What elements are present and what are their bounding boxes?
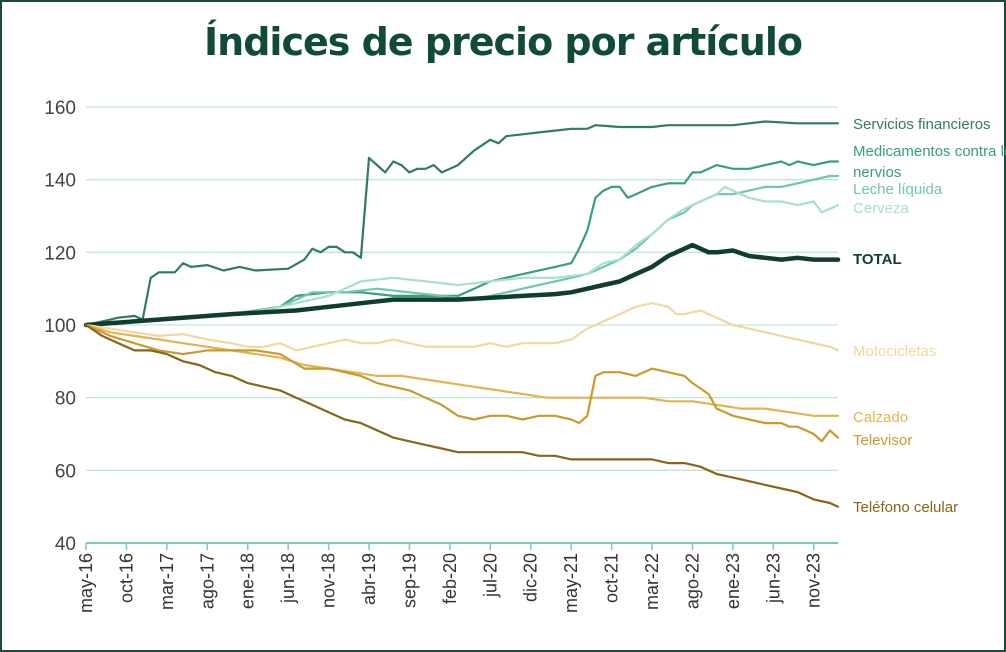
series-line-servicios-financieros [84,120,840,327]
y-tick-label: 100 [44,316,76,337]
y-tick-label: 140 [44,171,76,192]
series-label: TOTAL [853,251,902,268]
x-tick-label: nov-23 [804,553,824,608]
series-line-televisor [84,323,840,443]
x-tick-label: may-21 [561,553,581,613]
x-tick-label: mar-17 [157,553,177,610]
x-tick-label: dic-20 [521,553,541,602]
series-line-calzado [84,323,840,417]
series-label: Televisor [853,432,912,449]
series-label: Motocicletas [853,343,936,360]
series-label: nervios [853,164,901,181]
x-tick-label: abr-19 [359,553,379,605]
y-tick-label: 80 [55,389,76,410]
x-tick-label: sep-19 [399,553,419,608]
x-tick-label: jul-20 [480,553,500,598]
x-tick-label: mar-22 [642,553,662,610]
x-tick-label: jun-18 [278,553,298,604]
series-label: Medicamentos contra los [853,143,1006,160]
series-line-motocicletas [84,302,840,352]
series-label: Teléfono celular [853,499,958,516]
x-tick-label: jun-23 [763,553,783,604]
x-tick-label: nov-18 [319,553,339,608]
x-tick-label: ene-18 [238,553,258,609]
series-label: Servicios financieros [853,116,991,133]
series-line-leche-l-quida [84,174,840,327]
series-line-total [83,242,841,328]
series-label: Calzado [853,409,908,426]
series-line-cerveza [84,185,840,327]
y-tick-label: 120 [44,243,76,264]
x-tick-label: oct-16 [116,553,136,603]
y-tick-label: 160 [44,98,76,119]
x-tick-label: ago-17 [197,553,217,609]
y-tick-label: 60 [55,461,76,482]
x-tick-label: ene-23 [723,553,743,609]
x-tick-label: may-16 [76,553,96,613]
x-tick-label: ago-22 [682,553,702,609]
series-line-tel-fono-celular [84,323,840,508]
x-tick-label: oct-21 [602,553,622,603]
chart-title: Índices de precio por artículo [204,20,803,64]
series-label: Leche líquida [853,181,943,198]
x-tick-label: feb-20 [440,553,460,604]
y-tick-label: 40 [55,534,76,555]
series-label: Cerveza [853,200,910,217]
